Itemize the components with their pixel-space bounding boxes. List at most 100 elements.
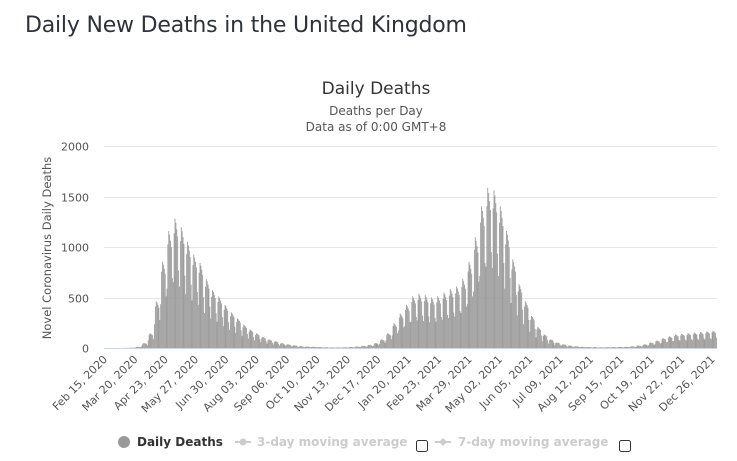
bar	[205, 279, 207, 348]
legend-item-daily-deaths[interactable]: Daily Deaths	[118, 435, 223, 449]
bar	[573, 347, 574, 348]
bar	[588, 347, 590, 348]
bar	[361, 346, 363, 348]
bar	[649, 343, 650, 348]
bar	[423, 321, 424, 348]
bar	[542, 336, 544, 348]
bar	[263, 337, 264, 348]
bar	[210, 318, 212, 348]
bar	[450, 290, 452, 348]
bar	[264, 338, 266, 348]
bar	[195, 262, 196, 348]
bar	[709, 338, 711, 348]
bar	[532, 318, 534, 348]
bar	[234, 326, 236, 348]
bar	[651, 342, 653, 348]
bar	[586, 347, 588, 348]
bar	[634, 346, 636, 348]
bar	[169, 234, 171, 348]
checkbox-3-day[interactable]	[416, 440, 428, 452]
bar	[658, 341, 659, 348]
bar	[202, 274, 204, 348]
bar	[162, 264, 164, 348]
bar	[657, 340, 658, 348]
bar	[641, 346, 642, 348]
bar	[534, 328, 536, 348]
bar	[624, 346, 626, 348]
bar	[650, 342, 652, 348]
bar	[673, 341, 675, 348]
bar	[467, 271, 469, 348]
bar	[172, 282, 174, 348]
bar	[616, 347, 618, 348]
bar	[678, 339, 680, 348]
bar	[333, 347, 335, 348]
bar	[552, 340, 554, 348]
bar	[509, 277, 511, 348]
bar	[601, 347, 603, 348]
chart-subtitle-2: Data as of 0:00 GMT+8	[306, 120, 447, 134]
bar	[609, 347, 611, 348]
bar	[613, 347, 615, 348]
bar	[354, 347, 356, 348]
checkbox-7-day[interactable]	[619, 440, 631, 452]
bar	[455, 293, 457, 348]
bar	[582, 346, 583, 348]
bar	[373, 343, 375, 348]
bar	[469, 264, 471, 348]
bar	[258, 335, 260, 348]
bar	[574, 346, 575, 348]
bar	[663, 338, 665, 348]
bar	[498, 275, 499, 348]
bar	[517, 291, 519, 348]
bar	[477, 252, 479, 348]
bar	[715, 333, 717, 348]
bar	[262, 336, 263, 348]
bar	[444, 294, 446, 348]
bar	[392, 326, 394, 348]
bar	[305, 346, 306, 348]
bar	[668, 336, 670, 348]
bar	[454, 316, 456, 348]
bar	[145, 343, 146, 348]
bar	[520, 289, 522, 348]
bar	[495, 203, 497, 348]
bar	[514, 266, 515, 348]
bar	[474, 237, 476, 348]
bar	[298, 346, 300, 348]
bar	[365, 346, 367, 348]
bar	[355, 346, 357, 348]
bar	[683, 334, 684, 348]
bar	[704, 339, 706, 348]
bar	[423, 301, 425, 348]
bar	[317, 347, 319, 348]
bar	[560, 346, 562, 348]
bar	[475, 240, 477, 348]
bar	[385, 340, 387, 348]
bar	[439, 303, 441, 348]
bar	[417, 300, 419, 348]
bar	[154, 324, 155, 348]
bar	[175, 222, 177, 348]
legend-diamond-icon	[439, 438, 447, 446]
bar	[204, 312, 205, 348]
bar	[532, 317, 533, 348]
bar	[654, 344, 656, 348]
bar	[240, 330, 242, 348]
bar	[415, 317, 417, 348]
bar	[251, 331, 253, 348]
bar	[253, 336, 255, 348]
bar	[299, 346, 301, 348]
bar	[236, 321, 238, 348]
bar	[357, 346, 359, 348]
legend-item-3-day-average[interactable]: 3-day moving average	[235, 435, 407, 449]
bar	[256, 333, 258, 348]
bar	[268, 339, 270, 348]
bar	[185, 294, 187, 348]
bar	[282, 343, 284, 348]
bar	[363, 345, 364, 348]
bar	[273, 342, 275, 348]
bar	[287, 344, 289, 348]
legend-item-7-day-average[interactable]: 7-day moving average	[435, 435, 608, 449]
bar	[576, 346, 578, 348]
